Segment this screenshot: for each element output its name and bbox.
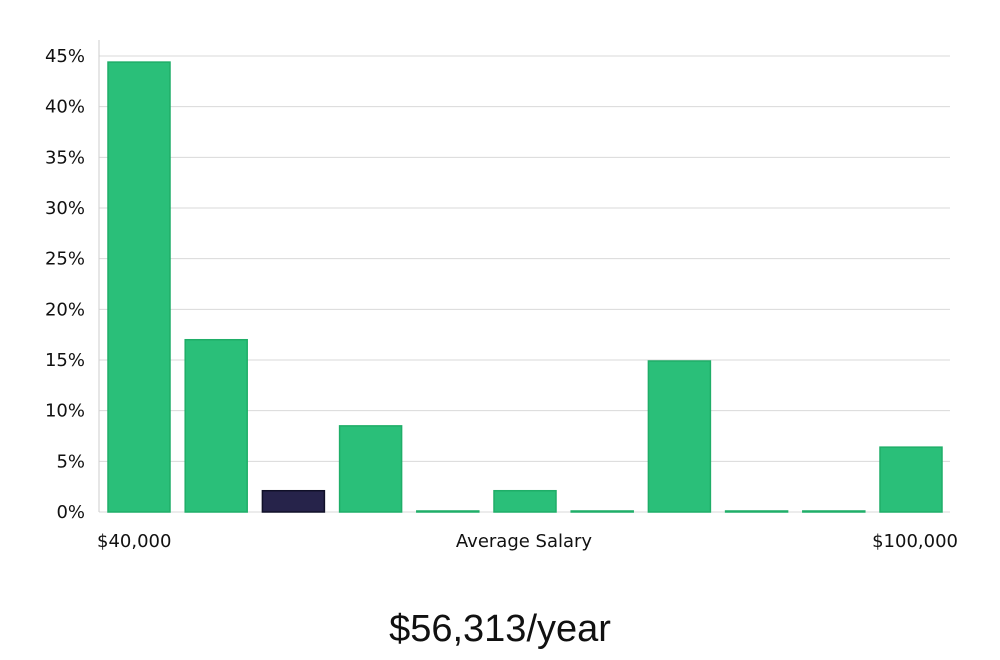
bar <box>879 446 943 513</box>
y-tick-label: 40% <box>45 97 85 118</box>
y-tick-label: 25% <box>45 249 85 270</box>
bars <box>107 61 943 513</box>
y-tick-label: 30% <box>45 198 85 219</box>
y-tick-label: 5% <box>56 451 85 472</box>
bar <box>724 510 789 513</box>
y-tick-label: 0% <box>56 502 85 523</box>
bar-highlight <box>261 489 326 513</box>
bar <box>416 510 480 513</box>
y-tick-label: 20% <box>45 299 85 320</box>
x-axis-label: Average Salary <box>456 531 593 552</box>
y-axis-ticks: 0% 5% 10% 15% 20% 25% 30% 35% 40% 45% <box>45 46 85 523</box>
y-tick-label: 15% <box>45 350 85 371</box>
bar <box>570 510 634 513</box>
bar <box>184 338 248 513</box>
x-range-min-label: $40,000 <box>97 531 171 552</box>
y-tick-label: 45% <box>45 46 85 67</box>
salary-histogram: 0% 5% 10% 15% 20% 25% 30% 35% 40% 45% $40,000 Ave… <box>45 40 958 552</box>
bar <box>802 510 866 513</box>
bar <box>107 61 171 513</box>
average-salary-value: $56,313/year <box>389 608 611 650</box>
y-tick-label: 35% <box>45 147 85 168</box>
y-tick-label: 10% <box>45 401 85 422</box>
bar <box>338 425 403 513</box>
bar <box>647 360 712 513</box>
bar <box>493 489 557 513</box>
x-range-max-label: $100,000 <box>872 531 958 552</box>
